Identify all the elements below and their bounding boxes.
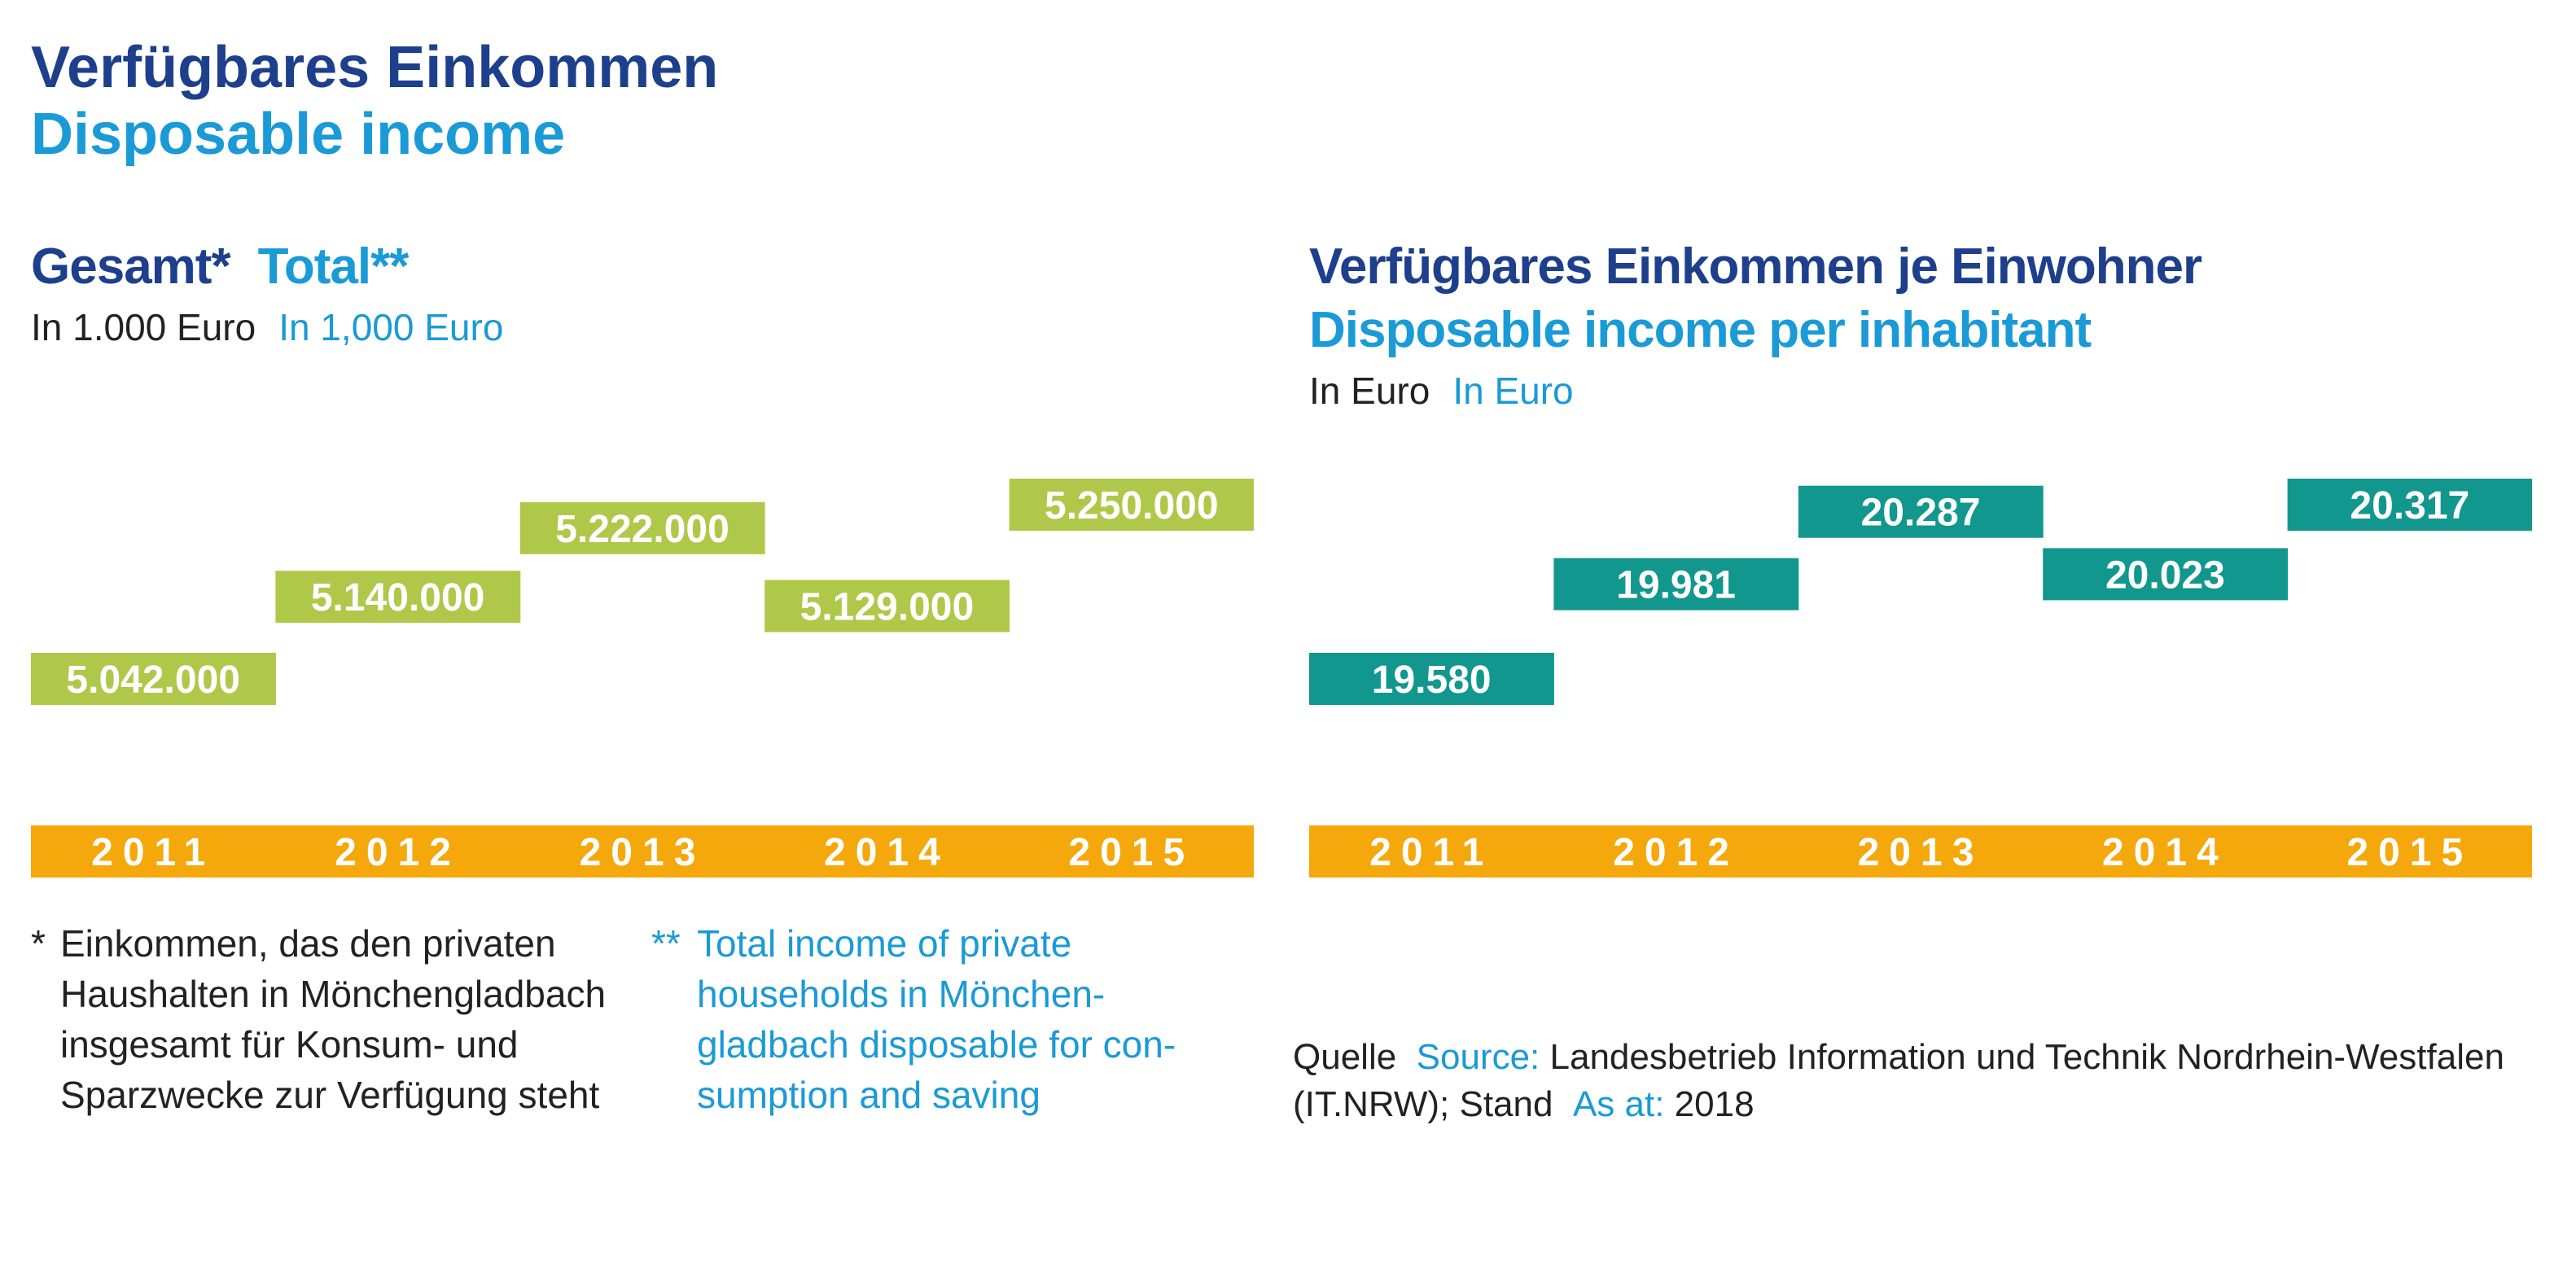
per-inhabitant-value-label-2011: 19.580 <box>1372 659 1492 702</box>
total-value-label-2013: 5.222.000 <box>555 508 729 551</box>
right-title-en: Disposable income per inhabitant <box>1309 302 2092 358</box>
per-inhabitant-year-label-2013: 2013 <box>1858 831 1984 874</box>
total-bar-2011 <box>31 653 276 705</box>
source-label-en: Source: <box>1416 1037 1540 1077</box>
source-year: 2018 <box>1674 1084 1755 1124</box>
footnote-en-mark: ** <box>651 922 681 965</box>
footnote-de-line: Einkommen, das den privaten <box>60 922 556 965</box>
title-de: Verfügbares Einkommen <box>31 35 719 100</box>
per-inhabitant-value-label-2015: 20.317 <box>2350 484 2469 527</box>
per-inhabitant-bar-2013 <box>1798 485 2044 538</box>
footnote-en-line: households in Mönchen- <box>697 973 1106 1015</box>
per-inhabitant-bar-2012 <box>1553 558 1799 611</box>
total-income-chart: 5.042.000 5.140.000 5.222.000 5.129.000 5.25… <box>31 479 1254 878</box>
source-text-1: Landesbetrieb Information und Technik No… <box>1549 1037 2504 1077</box>
footnote-de: * Einkommen, das den privaten Haushalten… <box>31 918 633 1130</box>
source-label-de: Quelle <box>1293 1037 1397 1077</box>
total-value-label-2015: 5.250.000 <box>1045 484 1219 527</box>
source-text-2: (IT.NRW); Stand <box>1293 1084 1553 1124</box>
per-inhabitant-value-label-2013: 20.287 <box>1861 492 1981 535</box>
footnote-de-line: Haushalten in Mönchengladbach <box>60 973 607 1015</box>
per-inhabitant-bar-2014 <box>2043 548 2289 601</box>
per-inhabitant-year-label-2014: 2014 <box>2102 831 2228 874</box>
right-panel-unit: In Euro In Euro <box>1309 366 1574 415</box>
per-inhabitant-year-label-2011: 2011 <box>1369 831 1493 874</box>
total-year-label-2012: 2012 <box>335 831 461 874</box>
source-note: Quelle Source: Landesbetrieb Information… <box>1293 1034 2504 1128</box>
total-value-label-2012: 5.140.000 <box>311 576 485 619</box>
per-inhabitant-value-label-2014: 20.023 <box>2105 554 2225 597</box>
per-inhabitant-value-label-2012: 19.981 <box>1616 564 1736 607</box>
total-value-label-2014: 5.129.000 <box>800 586 975 629</box>
total-value-label-2011: 5.042.000 <box>66 659 240 702</box>
right-unit-en: In Euro <box>1452 370 1574 412</box>
source-line-2: (IT.NRW); Stand As at: 2018 <box>1293 1081 2504 1128</box>
per-inhabitant-bar-2011 <box>1309 653 1554 705</box>
total-year-label-2014: 2014 <box>824 831 950 874</box>
footnote-de-line: Sparzwecke zur Verfügung steht <box>60 1074 600 1116</box>
per-inhabitant-chart: 19.580 19.981 20.287 20.023 20.317 2011 2012 20… <box>1309 479 2532 878</box>
left-unit-de: In 1.000 Euro <box>31 306 256 348</box>
footnote-en-line: gladbach disposable for con- <box>697 1023 1176 1066</box>
footnote-de-line: insgesamt für Konsum- und <box>60 1023 519 1066</box>
footnote-en-line: Total income of private <box>697 922 1072 965</box>
footnote-en-line: sumption and saving <box>697 1074 1040 1116</box>
total-bar-2015 <box>1009 479 1254 531</box>
per-inhabitant-bar-2015 <box>2287 479 2532 531</box>
right-unit-de: In Euro <box>1309 370 1430 412</box>
left-panel-title: Gesamt* Total** <box>31 236 410 298</box>
total-bar-2014 <box>764 580 1010 632</box>
total-year-label-2015: 2015 <box>1068 831 1194 874</box>
right-title-de: Verfügbares Einkommen je Einwohner <box>1309 239 2202 295</box>
per-inhabitant-year-label-2012: 2012 <box>1613 831 1739 874</box>
total-year-label-2011: 2011 <box>91 831 215 874</box>
total-year-band <box>31 825 1254 878</box>
left-title-en: Total** <box>257 239 410 295</box>
source-line-1: Quelle Source: Landesbetrieb Information… <box>1293 1034 2504 1081</box>
left-unit-en: In 1,000 Euro <box>278 306 504 348</box>
source-asat-en: As at: <box>1572 1084 1665 1124</box>
title-en: Disposable income <box>31 102 566 167</box>
per-inhabitant-year-band <box>1309 825 2532 878</box>
footnote-de-mark: * <box>31 922 46 965</box>
total-bar-2012 <box>275 571 521 624</box>
footnote-en: ** Total income of private households in… <box>651 918 1254 1130</box>
left-title-de: Gesamt* <box>31 239 231 295</box>
left-panel-unit: In 1.000 Euro In 1,000 Euro <box>31 303 503 352</box>
total-bar-2013 <box>519 501 765 554</box>
per-inhabitant-year-label-2015: 2015 <box>2346 831 2473 874</box>
total-year-label-2013: 2013 <box>580 831 706 874</box>
